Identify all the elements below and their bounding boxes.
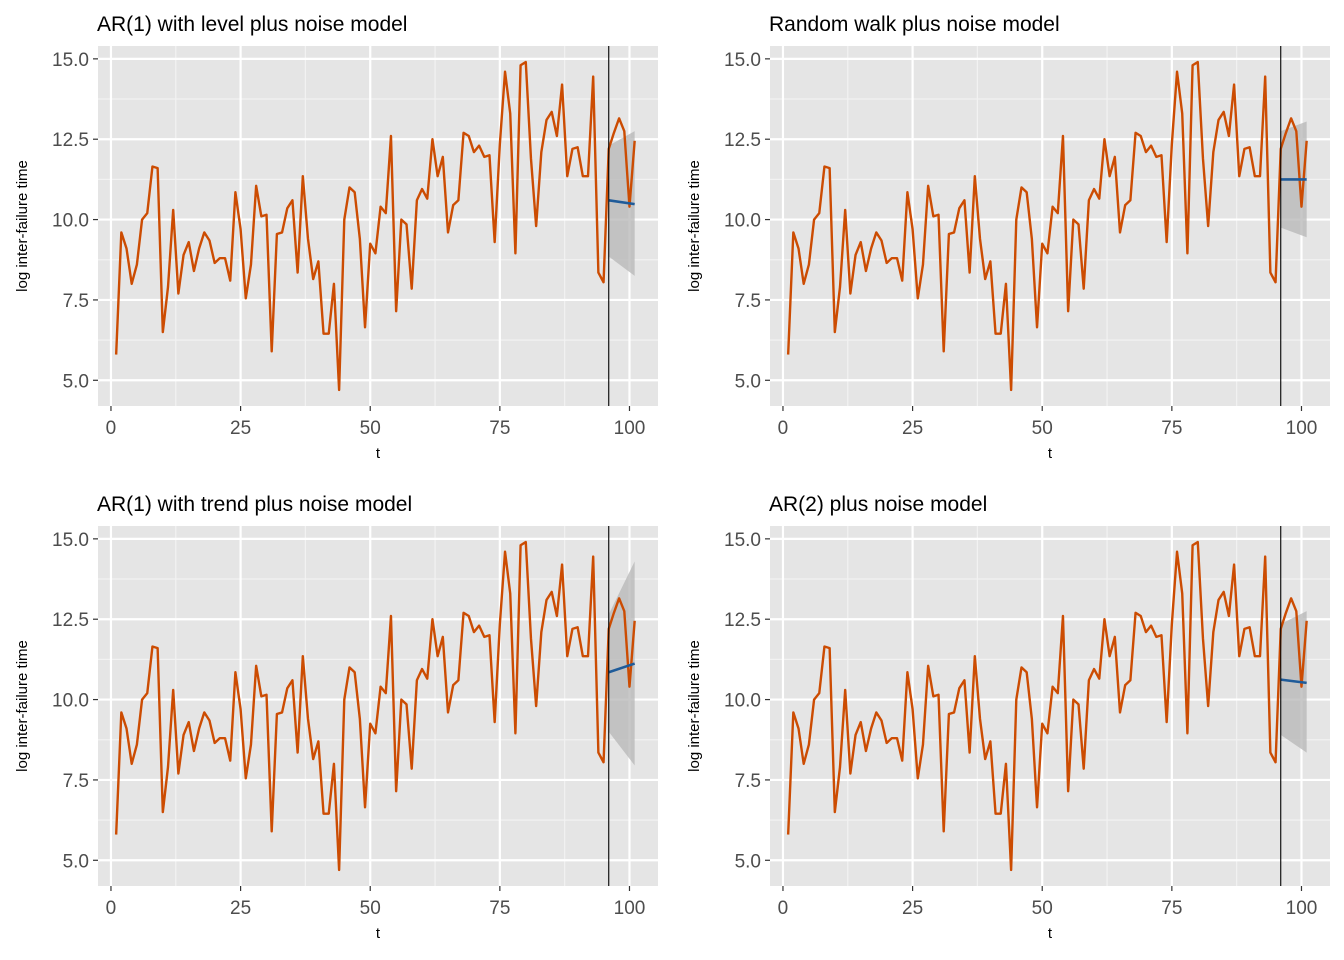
y-tick-label: 5.0 (735, 371, 761, 392)
y-tick-label: 7.5 (63, 771, 89, 792)
y-axis-title: log inter-failure time (14, 160, 31, 292)
y-tick-label: 10.0 (52, 211, 89, 232)
y-axis-title: log inter-failure time (686, 160, 703, 292)
observed-series-line (786, 60, 1308, 392)
chart-panel-3: AR(1) with trend plus noise model 5.0 7.5 1… (14, 493, 658, 942)
x-axis-title: t (376, 445, 381, 462)
x-tick-label: 75 (489, 898, 510, 919)
y-tick-label: 5.0 (735, 851, 761, 872)
x-tick-label: 0 (106, 898, 117, 919)
x-axis-title: t (1048, 445, 1053, 462)
y-axis-title: log inter-failure time (686, 640, 703, 772)
forecast-mean-line (608, 198, 635, 206)
y-tick-label: 15.0 (724, 50, 761, 71)
x-tick-label: 0 (778, 418, 789, 439)
y-tick-label: 12.5 (52, 610, 89, 631)
chart-panel-4: AR(2) plus noise model 5.0 7.5 10.0 12.5 15.0… (686, 493, 1330, 942)
panel-title: Random walk plus noise model (769, 13, 1060, 36)
x-tick-label: 75 (1161, 898, 1182, 919)
y-tick-label: 10.0 (52, 691, 89, 712)
panel-title: AR(1) with level plus noise model (97, 13, 407, 36)
x-tick-label: 25 (230, 418, 251, 439)
y-tick-label: 5.0 (63, 851, 89, 872)
panel-title: AR(2) plus noise model (769, 493, 987, 516)
x-tick-label: 25 (230, 898, 251, 919)
observed-series-line (114, 60, 636, 392)
x-tick-label: 75 (489, 418, 510, 439)
y-tick-label: 10.0 (724, 691, 761, 712)
y-tick-label: 12.5 (724, 610, 761, 631)
x-axis-title: t (376, 925, 381, 942)
y-tick-label: 7.5 (735, 291, 761, 312)
x-tick-label: 100 (1286, 418, 1318, 439)
x-tick-label: 100 (1286, 898, 1318, 919)
y-tick-label: 12.5 (724, 130, 761, 151)
x-tick-label: 100 (614, 418, 646, 439)
y-tick-label: 5.0 (63, 371, 89, 392)
y-tick-label: 15.0 (52, 530, 89, 551)
x-tick-label: 100 (614, 898, 646, 919)
y-tick-label: 12.5 (52, 130, 89, 151)
x-tick-label: 50 (1032, 418, 1053, 439)
x-tick-label: 25 (902, 898, 923, 919)
y-axis-title: log inter-failure time (14, 640, 31, 772)
y-tick-label: 7.5 (735, 771, 761, 792)
x-tick-label: 0 (106, 418, 117, 439)
x-axis-title: t (1048, 925, 1053, 942)
x-tick-label: 75 (1161, 418, 1182, 439)
observed-series-line (114, 540, 636, 872)
x-tick-label: 50 (360, 418, 381, 439)
x-tick-label: 50 (1032, 898, 1053, 919)
y-tick-label: 7.5 (63, 291, 89, 312)
chart-panel-1: AR(1) with level plus noise model 5.0 7.5 1… (14, 13, 658, 462)
x-tick-label: 25 (902, 418, 923, 439)
x-tick-label: 0 (778, 898, 789, 919)
y-tick-label: 15.0 (52, 50, 89, 71)
forecast-mean-line (1280, 678, 1307, 685)
panel-title: AR(1) with trend plus noise model (97, 493, 412, 516)
x-tick-label: 50 (360, 898, 381, 919)
observed-series-line (786, 540, 1308, 872)
y-tick-label: 15.0 (724, 530, 761, 551)
forecast-mean-line (608, 662, 636, 674)
chart-panel-2: Random walk plus noise model 5.0 7.5 10.0 12… (686, 13, 1330, 462)
y-tick-label: 10.0 (724, 211, 761, 232)
